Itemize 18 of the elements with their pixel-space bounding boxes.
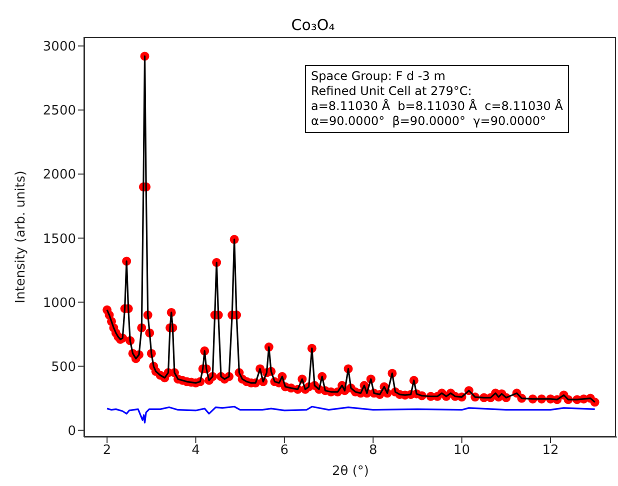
x-tick-label: 6 bbox=[280, 443, 289, 458]
y-axis-title: Intensity (arb. units) bbox=[14, 170, 29, 304]
x-tick-label: 12 bbox=[542, 443, 559, 458]
y-tick-label: 1000 bbox=[42, 296, 76, 311]
x-tick-label: 4 bbox=[192, 443, 200, 458]
line-series bbox=[106, 406, 596, 424]
y-tick-label: 500 bbox=[51, 360, 76, 375]
annotation: Space Group: F d -3 m Refined Unit Cell at 279°C: a=8.11030 Å b=8.11030 Å c=8.11030 Å α=90.0000° β=90.0000° γ=90.0000° bbox=[305, 65, 569, 133]
x-tick-label: 10 bbox=[454, 443, 470, 458]
x-axis-title: 2θ (°) bbox=[332, 464, 370, 479]
y-tick-label: 2500 bbox=[42, 104, 76, 119]
y-tick-label: 2000 bbox=[42, 168, 76, 183]
x-tick-label: 8 bbox=[368, 443, 378, 458]
x-tick-label: 2 bbox=[102, 443, 112, 458]
y-tick-label: 3000 bbox=[42, 40, 76, 55]
chart-title: Co₃O₄ bbox=[290, 16, 336, 34]
y-tick-label: 0 bbox=[68, 424, 76, 439]
y-tick-label: 1500 bbox=[42, 232, 76, 247]
